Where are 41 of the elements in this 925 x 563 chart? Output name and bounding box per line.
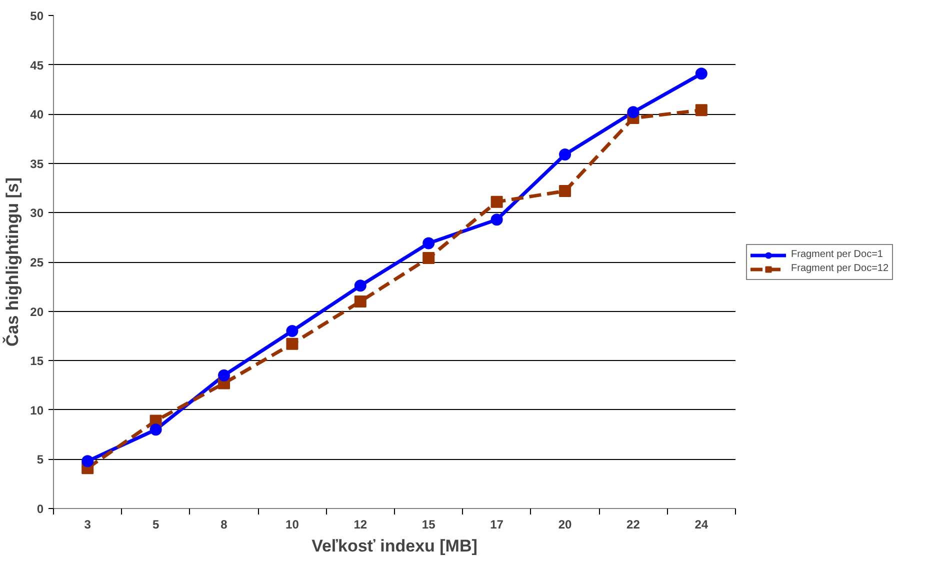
point <box>627 106 640 118</box>
x-tick-label: 8 <box>220 518 228 532</box>
point <box>490 196 503 208</box>
x-tick-label: 15 <box>422 518 436 532</box>
x-tick-label: 10 <box>286 518 300 532</box>
legend-label: Fragment per Doc=1 <box>791 248 883 262</box>
point <box>490 214 503 226</box>
y-tick-label: 50 <box>30 9 44 23</box>
x-tick-label: 22 <box>626 518 640 532</box>
legend-label: Fragment per Doc=12 <box>791 262 889 276</box>
y-tick-label: 0 <box>36 502 44 516</box>
point <box>695 104 708 116</box>
point <box>559 148 571 161</box>
y-tick-label: 40 <box>30 108 44 122</box>
point <box>286 338 298 350</box>
point <box>422 252 435 264</box>
x-axis-title: Veľkosť indexu [MB] <box>312 536 478 556</box>
y-tick-label: 10 <box>30 403 44 418</box>
y-axis-title: Čas highlightingu [s] <box>2 177 22 347</box>
y-tick-label: 45 <box>30 58 44 72</box>
x-tick-label: 17 <box>490 518 504 532</box>
point <box>422 237 435 250</box>
point <box>286 325 298 338</box>
y-tick-label: 5 <box>36 452 44 467</box>
x-tick-label: 24 <box>694 518 708 532</box>
y-tick-label: 30 <box>30 206 44 220</box>
point <box>82 455 94 468</box>
x-tick-label: 5 <box>152 518 160 532</box>
x-tick-label: 20 <box>558 518 572 532</box>
point <box>559 185 571 198</box>
y-tick-label: 20 <box>30 304 44 319</box>
point <box>354 295 366 308</box>
y-tick-label: 35 <box>30 156 44 171</box>
point <box>354 280 366 292</box>
y-tick-label: 15 <box>30 354 44 368</box>
point <box>695 68 708 80</box>
point <box>150 424 162 436</box>
y-tick-label: 25 <box>30 256 44 270</box>
x-tick-label: 12 <box>354 518 368 532</box>
x-tick-label: 3 <box>84 518 92 532</box>
point <box>218 369 230 382</box>
